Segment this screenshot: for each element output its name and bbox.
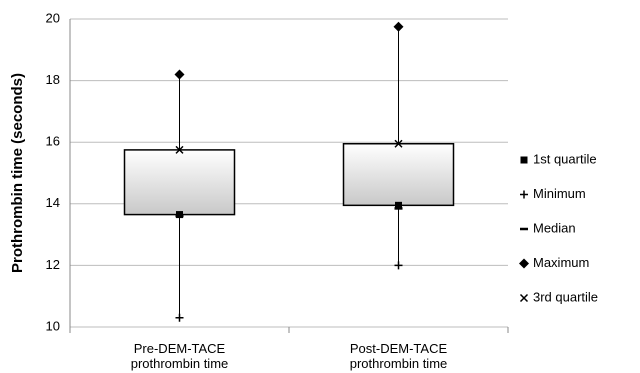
legend-item: 1st quartile	[520, 151, 597, 166]
box	[342, 142, 455, 207]
y-tick-label: 18	[46, 72, 60, 87]
legend-label: Minimum	[533, 186, 586, 201]
legend-marker	[520, 190, 528, 199]
legend-item: Median	[520, 220, 576, 235]
y-tick-label: 20	[46, 10, 60, 25]
y-tick-label: 12	[46, 257, 60, 272]
marker-x	[394, 139, 403, 148]
legend-item: Minimum	[520, 186, 586, 201]
legend-item: Maximum	[519, 255, 589, 270]
legend-marker	[520, 156, 528, 164]
marker-square	[395, 201, 402, 209]
y-tick-label: 10	[46, 318, 60, 333]
marker-plus	[175, 313, 184, 322]
legend-item: 3rd quartile	[519, 289, 598, 304]
legend-label: Maximum	[533, 255, 589, 270]
y-axis-label: Prothrombin time (seconds)	[9, 73, 26, 273]
legend-label: 1st quartile	[533, 151, 597, 166]
marker-square	[176, 211, 183, 219]
y-tick-label: 14	[46, 195, 60, 210]
marker-plus	[394, 261, 403, 270]
legend-label: Median	[533, 220, 576, 235]
marker-x	[175, 145, 184, 154]
legend-marker	[519, 258, 529, 269]
x-tick-label: Pre-DEM-TACE prothrombin time	[130, 341, 229, 371]
y-tick-label: 16	[46, 134, 60, 149]
box	[123, 149, 236, 216]
legend-label: 3rd quartile	[533, 289, 598, 304]
x-tick-label: Post-DEM-TACE prothrombin time	[349, 341, 448, 371]
legend-marker	[519, 293, 529, 303]
marker-diamond	[393, 21, 404, 32]
marker-diamond	[174, 69, 185, 80]
